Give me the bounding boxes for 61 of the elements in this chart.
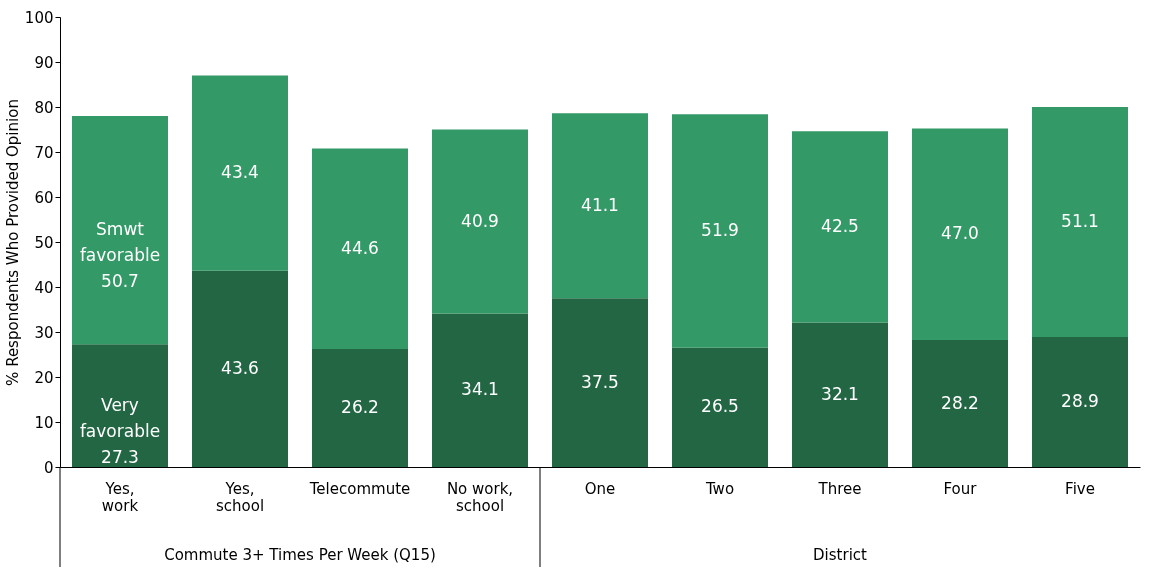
data-label: 26.2 [341, 397, 379, 418]
bar [672, 114, 768, 348]
data-label: 42.5 [821, 215, 859, 236]
bar [432, 313, 528, 467]
series-label: Smwt favorable [79, 219, 161, 266]
data-label: 51.1 [1061, 210, 1099, 231]
bar [792, 322, 888, 467]
x-tick-label: Telecommute [308, 479, 411, 498]
y-tick-label: 50 [34, 233, 54, 252]
bar [432, 129, 528, 314]
text: Commute 3+ Times Per Week (Q15) [164, 546, 436, 564]
data-label: 41.1 [581, 194, 619, 215]
x-tick-label: Three [817, 479, 862, 498]
y-tick-label: 0 [43, 458, 54, 477]
bar [1032, 336, 1128, 467]
y-tick-label: 70 [34, 143, 54, 162]
data-label: 34.1 [461, 379, 499, 400]
y-tick-label: 80 [34, 98, 54, 117]
data-label: 28.9 [1061, 390, 1099, 411]
data-label: 43.6 [221, 357, 259, 378]
x-tick-label: Two [704, 479, 735, 498]
bar [312, 349, 408, 467]
x-tick-label: Five [1065, 479, 1095, 498]
y-tick-label: 100 [24, 8, 54, 27]
data-label: 44.6 [341, 237, 379, 258]
x-tick-label: Yes, work [101, 479, 139, 515]
data-label: 26.5 [701, 396, 739, 417]
data-label: 50.7 [101, 271, 139, 292]
x-tick-label: Yes, school [215, 479, 265, 515]
bar [912, 128, 1008, 341]
data-label: 27.3 [101, 446, 139, 467]
data-label: 43.4 [221, 162, 259, 183]
bar [72, 344, 168, 467]
data-label: 51.9 [701, 219, 739, 240]
y-tick-label: 20 [34, 368, 54, 387]
x-tick-label: One [584, 479, 616, 498]
bar [72, 116, 168, 345]
x-tick-label: Four [943, 479, 978, 498]
y-tick-label: 90 [34, 53, 54, 72]
bar [672, 347, 768, 467]
y-tick-label: 10 [34, 413, 54, 432]
y-tick-label: 60 [34, 188, 54, 207]
bar [552, 113, 648, 299]
text: District [813, 546, 868, 564]
data-label: 40.9 [461, 210, 499, 231]
data-label: 32.1 [821, 383, 859, 404]
bar [192, 270, 288, 467]
series-label: Very favorable [79, 394, 161, 441]
y-axis-title: % Respondents Who Provided Opinion [3, 99, 22, 386]
bar [912, 340, 1008, 467]
bar [312, 148, 408, 350]
y-tick-label: 30 [34, 323, 54, 342]
bar [792, 131, 888, 323]
data-label: 28.2 [941, 392, 979, 413]
bar [192, 75, 288, 271]
data-label: 37.5 [581, 371, 619, 392]
data-label: 47.0 [941, 223, 979, 244]
bar [552, 298, 648, 467]
bar [1032, 107, 1128, 337]
x-tick-label: No work, school [446, 479, 514, 515]
y-tick-label: 40 [34, 278, 54, 297]
